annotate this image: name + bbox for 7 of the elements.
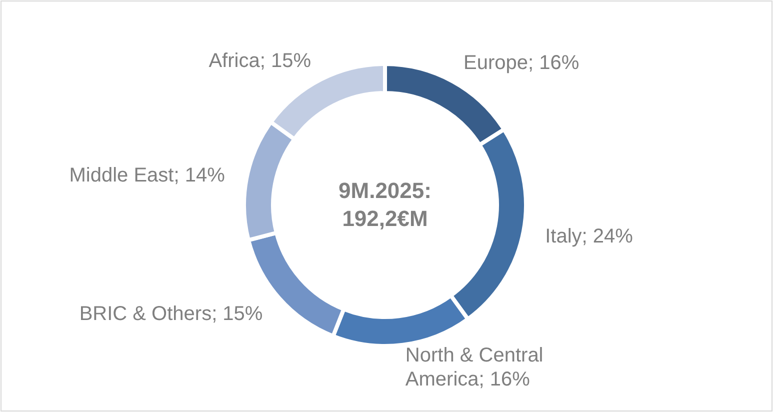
slice-label: Africa; 15% xyxy=(208,50,312,72)
slice-label: BRIC & Others; 15% xyxy=(79,302,263,325)
slice-label: Europe; 16% xyxy=(464,52,580,74)
text: 9M.2025: 192,2€M xyxy=(338,178,432,231)
slice-label: North & Central America; 16% xyxy=(405,344,544,391)
slice-label: Middle East; 14% xyxy=(69,164,226,186)
slice-label: Italy; 24% xyxy=(545,226,634,248)
